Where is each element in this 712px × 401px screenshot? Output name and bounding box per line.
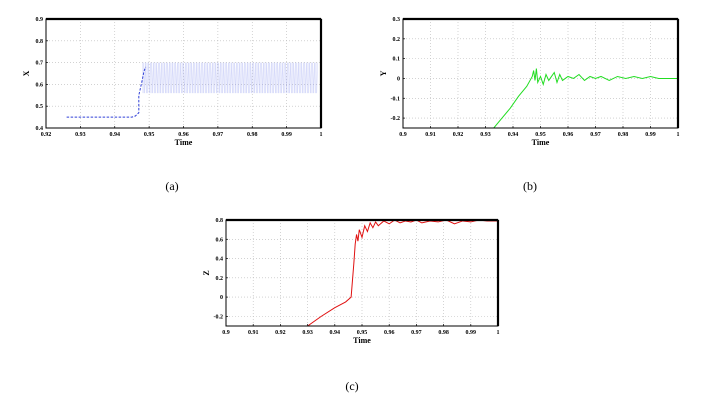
series-line — [307, 220, 498, 326]
y-tick-label: 0.2 — [216, 276, 224, 282]
y-tick-label: 0.6 — [216, 237, 224, 243]
x-tick-label: 0.99 — [645, 132, 656, 138]
x-tick-label: 1 — [677, 132, 680, 138]
panel-caption: (a) — [165, 179, 178, 193]
x-tick-label: 0.94 — [508, 132, 519, 138]
x-tick-label: 0.96 — [384, 330, 395, 336]
panel-caption: (b) — [523, 179, 537, 193]
series-band — [142, 62, 318, 94]
y-tick-label: 0 — [220, 295, 223, 301]
chart-c: 0.9 0.91 0.92 0.93 0.94 0.95 0.96 0.97 0.98 0.99 1… — [202, 218, 500, 393]
y-tick-label: 0.4 — [216, 257, 224, 263]
x-tick-label: 0.96 — [178, 132, 189, 138]
x-tick-label: 0.95 — [535, 132, 546, 138]
y-tick-label: 0.2 — [393, 37, 401, 43]
y-tick-label: 0.1 — [393, 57, 401, 63]
x-tick-label: 0.99 — [281, 132, 292, 138]
x-tick-label: 0.94 — [110, 132, 121, 138]
series-line — [493, 68, 678, 128]
x-tick-label: 0.93 — [480, 132, 491, 138]
y-tick-label: 0 — [397, 76, 400, 82]
y-tick-label: 0.5 — [36, 104, 44, 110]
y-tick-label: 0.8 — [36, 39, 44, 45]
x-tick-label: 0.91 — [425, 132, 436, 138]
x-axis-label: Time — [175, 138, 193, 147]
plot-area — [66, 62, 318, 118]
x-tick-label: 0.92 — [41, 132, 52, 138]
chart-a: 0.92 0.93 0.94 0.95 0.96 0.97 0.98 0.99 1 0.4 0.5 0… — [22, 17, 323, 193]
x-tick-label: 0.93 — [75, 132, 86, 138]
y-tick-label: 0.7 — [36, 61, 44, 67]
x-axis-label: Time — [532, 138, 550, 147]
y-tick-label: 0.4 — [36, 126, 44, 132]
y-tick-label: 0.6 — [36, 82, 44, 88]
y-axis-label: X — [22, 70, 31, 76]
x-tick-label: 0.97 — [213, 132, 224, 138]
y-tick-label: -0.2 — [391, 116, 401, 122]
x-tick-label: 0.97 — [590, 132, 601, 138]
x-tick-label: 0.91 — [248, 330, 259, 336]
x-tick-label: 0.99 — [466, 330, 477, 336]
y-tick-label: -0.1 — [391, 96, 401, 102]
x-tick-label: 0.9 — [222, 330, 230, 336]
x-tick-label: 0.95 — [357, 330, 368, 336]
x-tick-label: 0.97 — [411, 330, 422, 336]
y-axis-label: Z — [202, 270, 211, 275]
x-tick-label: 0.92 — [453, 132, 464, 138]
x-tick-label: 0.94 — [330, 330, 341, 336]
x-tick-label: 0.96 — [563, 132, 574, 138]
x-tick-label: 1 — [497, 330, 500, 336]
x-tick-label: 0.93 — [302, 330, 313, 336]
x-tick-label: 0.98 — [247, 132, 258, 138]
plot-area — [493, 68, 678, 128]
x-tick-label: 0.98 — [438, 330, 449, 336]
y-tick-label: -0.2 — [214, 314, 224, 320]
plot-area — [307, 220, 498, 326]
y-axis-label: Y — [379, 70, 388, 76]
y-tick-label: 0.9 — [36, 17, 44, 23]
series-line — [66, 66, 147, 118]
panel-caption: (c) — [345, 379, 358, 393]
y-tick-label: 0.3 — [393, 17, 401, 23]
x-axis-label: Time — [353, 336, 371, 345]
x-tick-label: 0.95 — [144, 132, 155, 138]
y-tick-label: 0.8 — [216, 218, 224, 224]
chart-b: 0.9 0.91 0.92 0.93 0.94 0.95 0.96 0.97 0.98 0.99 1… — [379, 17, 680, 193]
x-tick-label: 0.92 — [275, 330, 286, 336]
x-tick-label: 1 — [320, 132, 323, 138]
x-tick-label: 0.98 — [618, 132, 629, 138]
x-tick-label: 0.9 — [399, 132, 407, 138]
